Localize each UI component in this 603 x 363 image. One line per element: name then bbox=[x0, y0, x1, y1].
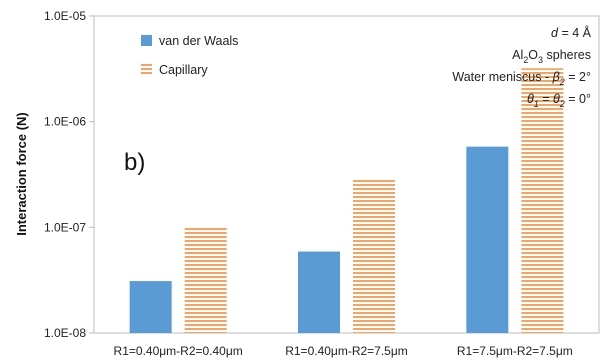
x-tick-label: R1=0.40μm-R2=0.40μm bbox=[114, 344, 243, 358]
annotation-contact-angles: θ1 = θ2 = 0° bbox=[527, 92, 591, 109]
bar-capillary-3 bbox=[521, 68, 564, 333]
legend-label-capillary: Capillary bbox=[159, 63, 208, 77]
y-tick-label: 1.0E-07 bbox=[44, 220, 86, 234]
y-axis-title: Interaction force (N) bbox=[14, 112, 29, 236]
annotation-distance: d = 4 Å bbox=[551, 25, 592, 40]
y-tick-label: 1.0E-05 bbox=[44, 9, 86, 23]
x-tick-labels: R1=0.40μm-R2=0.40μm R1=0.40μm-R2=7.5μm R1=… bbox=[114, 344, 573, 358]
legend-label-van-der-waals: van der Waals bbox=[159, 34, 238, 48]
panel-label: b) bbox=[124, 149, 145, 176]
y-tick-label: 1.0E-06 bbox=[44, 115, 86, 129]
y-ticks: 1.0E-08 1.0E-07 1.0E-06 1.0E-05 bbox=[44, 9, 94, 340]
bar-van-der-waals-3 bbox=[466, 146, 509, 333]
bar-capillary-1 bbox=[184, 227, 227, 333]
annotation-block: d = 4 Å Al2O3 spheres Water meniscus - β… bbox=[452, 25, 591, 109]
annotation-material: Al2O3 spheres bbox=[512, 48, 591, 65]
annotation-meniscus: Water meniscus - β2 = 2° bbox=[452, 70, 591, 87]
bar-van-der-waals-2 bbox=[298, 251, 340, 333]
y-tick-label: 1.0E-08 bbox=[44, 326, 86, 340]
x-tick-label: R1=7.5μm-R2=7.5μm bbox=[457, 344, 573, 358]
bars bbox=[129, 68, 564, 333]
x-tick-label: R1=0.40μm-R2=7.5μm bbox=[285, 344, 408, 358]
bar-capillary-2 bbox=[353, 178, 395, 333]
plot-frame bbox=[93, 15, 600, 334]
legend-swatch-van-der-waals bbox=[141, 35, 152, 46]
bar-van-der-waals-1 bbox=[129, 281, 172, 333]
legend: van der Waals Capillary bbox=[141, 34, 238, 77]
legend-swatch-capillary bbox=[141, 64, 152, 75]
